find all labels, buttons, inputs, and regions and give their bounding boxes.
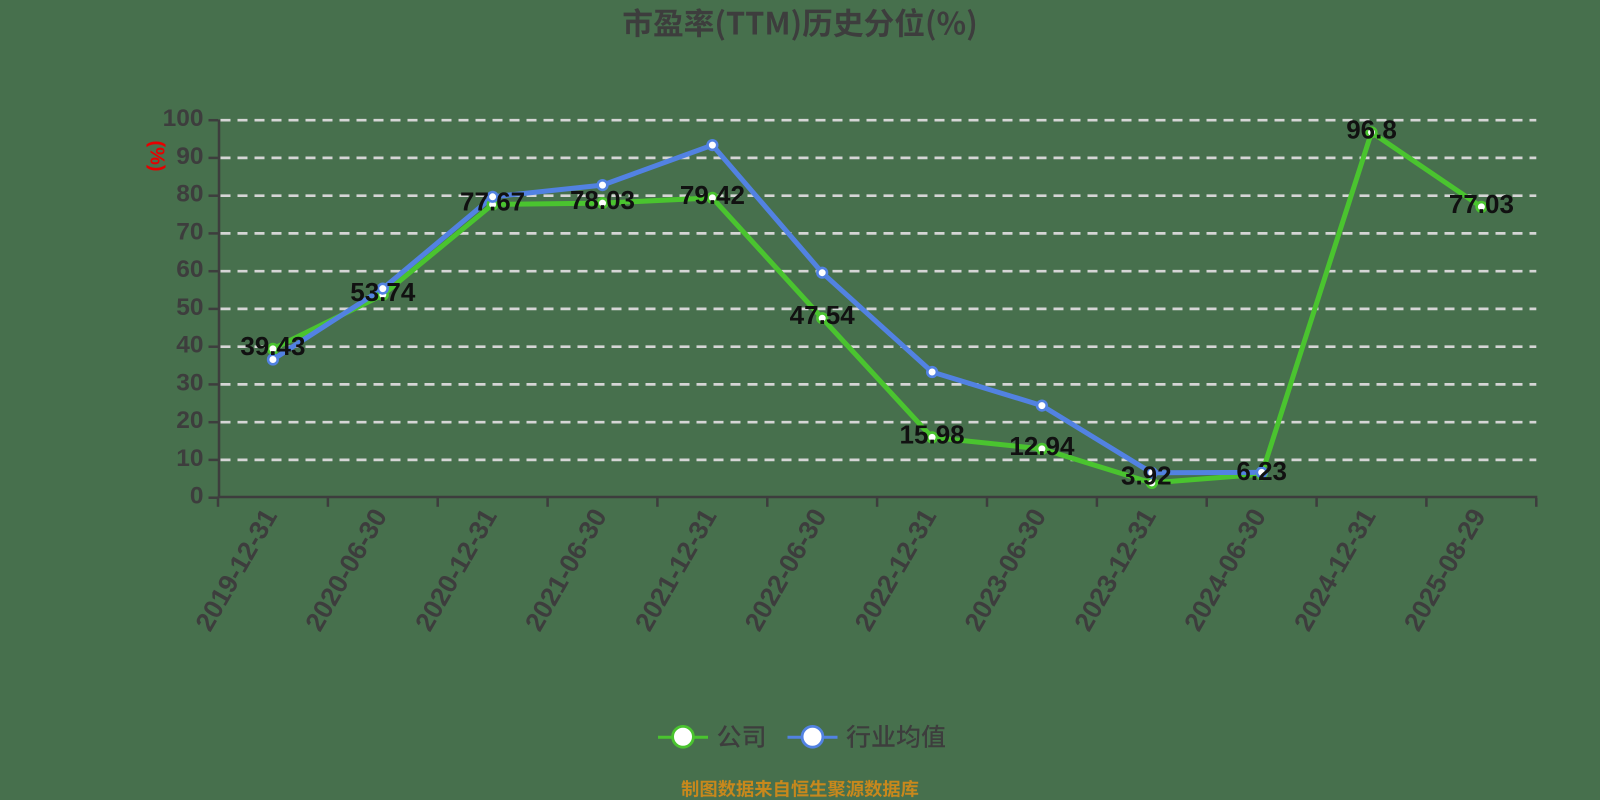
- svg-text:(%): (%): [146, 140, 168, 171]
- svg-text:77.03: 77.03: [1449, 189, 1514, 219]
- svg-text:39.43: 39.43: [240, 331, 305, 361]
- svg-text:3.92: 3.92: [1121, 460, 1172, 490]
- svg-text:79.42: 79.42: [680, 180, 745, 210]
- svg-text:53.74: 53.74: [350, 277, 416, 307]
- svg-text:77.67: 77.67: [460, 187, 525, 217]
- svg-text:96.8: 96.8: [1346, 114, 1397, 144]
- svg-text:10: 10: [176, 445, 203, 472]
- svg-text:20: 20: [176, 407, 203, 434]
- svg-text:12.94: 12.94: [1009, 431, 1075, 461]
- svg-text:47.54: 47.54: [790, 300, 856, 330]
- svg-text:80: 80: [176, 181, 203, 208]
- svg-text:60: 60: [176, 256, 203, 283]
- svg-text:40: 40: [176, 332, 203, 359]
- svg-text:90: 90: [176, 143, 203, 170]
- svg-text:6.23: 6.23: [1236, 456, 1287, 486]
- svg-text:100: 100: [163, 105, 204, 132]
- svg-text:50: 50: [176, 294, 203, 321]
- svg-text:78.03: 78.03: [570, 185, 635, 215]
- svg-text:30: 30: [176, 369, 203, 396]
- svg-text:15.98: 15.98: [900, 419, 965, 449]
- svg-text:0: 0: [190, 483, 204, 510]
- svg-text:70: 70: [176, 218, 203, 245]
